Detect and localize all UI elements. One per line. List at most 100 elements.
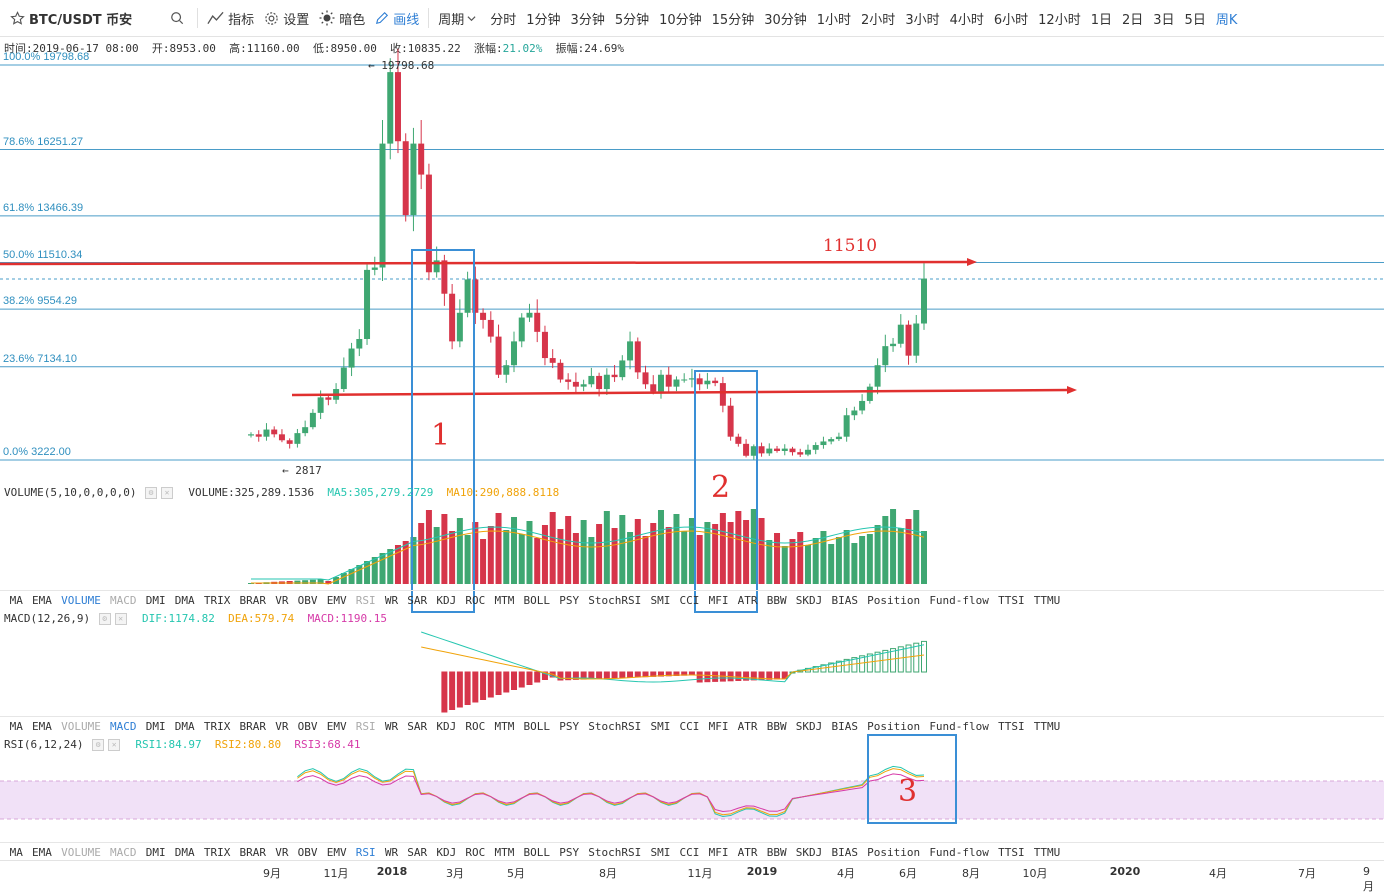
tab-ma[interactable]: MA xyxy=(9,845,23,859)
period-6[interactable]: 30分钟 xyxy=(764,12,807,28)
price-chart[interactable] xyxy=(0,0,1384,860)
annotation-box-1[interactable] xyxy=(411,249,475,613)
tab-mfi[interactable]: MFI xyxy=(708,845,729,859)
tab-brar[interactable]: BRAR xyxy=(239,593,267,607)
tab-skdj[interactable]: SKDJ xyxy=(795,593,823,607)
tab-wr[interactable]: WR xyxy=(384,593,399,607)
tab-emv[interactable]: EMV xyxy=(326,719,347,733)
period-2[interactable]: 3分钟 xyxy=(570,12,605,28)
tab-ttmu[interactable]: TTMU xyxy=(1033,719,1061,733)
tab-dmi[interactable]: DMI xyxy=(145,845,166,859)
period-4[interactable]: 10分钟 xyxy=(659,12,702,28)
tab-atr[interactable]: ATR xyxy=(737,845,758,859)
tab-stochrsi[interactable]: StochRSI xyxy=(588,593,642,607)
tab-bbw[interactable]: BBW xyxy=(766,845,787,859)
settings-icon[interactable]: ⚙ xyxy=(145,487,158,499)
period-15[interactable]: 3日 xyxy=(1153,12,1175,28)
tab-atr[interactable]: ATR xyxy=(737,593,758,607)
period-9[interactable]: 3小时 xyxy=(905,12,940,28)
tab-ttsi[interactable]: TTSI xyxy=(998,593,1025,607)
annotation-box-2[interactable] xyxy=(694,370,758,613)
tab-obv[interactable]: OBV xyxy=(297,719,318,733)
period-7[interactable]: 1小时 xyxy=(816,12,852,28)
tab-rsi[interactable]: RSI xyxy=(355,845,376,859)
tab-smi[interactable]: SMI xyxy=(650,719,671,733)
tab-boll[interactable]: BOLL xyxy=(523,593,551,607)
tab-ttsi[interactable]: TTSI xyxy=(998,845,1025,859)
period-16[interactable]: 5日 xyxy=(1184,12,1206,28)
close-icon[interactable]: ✕ xyxy=(114,613,127,625)
settings-button[interactable]: 设置 xyxy=(259,0,314,36)
symbol-selector[interactable]: BTC/USDT 币安 xyxy=(0,0,137,36)
tab-bbw[interactable]: BBW xyxy=(766,593,787,607)
tab-brar[interactable]: BRAR xyxy=(239,719,267,733)
tab-fund-flow[interactable]: Fund-flow xyxy=(929,719,989,733)
tab-dmi[interactable]: DMI xyxy=(145,593,166,607)
tab-cci[interactable]: CCI xyxy=(679,719,700,733)
tab-mtm[interactable]: MTM xyxy=(494,593,515,607)
tab-volume[interactable]: VOLUME xyxy=(61,593,101,607)
tab-vr[interactable]: VR xyxy=(275,593,289,607)
tab-wr[interactable]: WR xyxy=(384,845,399,859)
tab-bias[interactable]: BIAS xyxy=(831,593,858,607)
period-5[interactable]: 15分钟 xyxy=(711,12,755,28)
close-icon[interactable]: ✕ xyxy=(161,487,174,499)
tab-stochrsi[interactable]: StochRSI xyxy=(588,719,642,733)
theme-button[interactable]: 暗色 xyxy=(314,0,370,36)
settings-icon[interactable]: ⚙ xyxy=(92,739,105,751)
tab-psy[interactable]: PSY xyxy=(559,593,580,607)
period-17[interactable]: 周K xyxy=(1215,12,1238,28)
tab-trix[interactable]: TRIX xyxy=(203,845,231,859)
tab-skdj[interactable]: SKDJ xyxy=(795,719,823,733)
tab-bias[interactable]: BIAS xyxy=(831,719,858,733)
tab-macd[interactable]: MACD xyxy=(110,593,137,607)
tab-wr[interactable]: WR xyxy=(384,719,399,733)
tab-position[interactable]: Position xyxy=(867,845,921,859)
tab-kdj[interactable]: KDJ xyxy=(436,719,457,733)
period-13[interactable]: 1日 xyxy=(1090,12,1112,28)
indicators-button[interactable]: 指标 xyxy=(202,0,259,36)
tab-emv[interactable]: EMV xyxy=(326,845,347,859)
tab-bbw[interactable]: BBW xyxy=(766,719,787,733)
tab-smi[interactable]: SMI xyxy=(650,593,671,607)
period-1[interactable]: 1分钟 xyxy=(526,12,561,28)
tab-mtm[interactable]: MTM xyxy=(494,719,515,733)
tab-ttsi[interactable]: TTSI xyxy=(998,719,1025,733)
tab-ttmu[interactable]: TTMU xyxy=(1033,845,1061,859)
tab-mfi[interactable]: MFI xyxy=(708,719,729,733)
tab-ttmu[interactable]: TTMU xyxy=(1033,593,1061,607)
tab-emv[interactable]: EMV xyxy=(326,593,347,607)
close-icon[interactable]: ✕ xyxy=(108,739,121,751)
tab-ema[interactable]: EMA xyxy=(32,719,52,733)
settings-icon[interactable]: ⚙ xyxy=(98,613,111,625)
tab-volume[interactable]: VOLUME xyxy=(61,719,101,733)
tab-rsi[interactable]: RSI xyxy=(355,593,376,607)
period-14[interactable]: 2日 xyxy=(1121,12,1144,28)
tab-roc[interactable]: ROC xyxy=(465,719,486,733)
tab-cci[interactable]: CCI xyxy=(679,593,700,607)
tab-obv[interactable]: OBV xyxy=(297,593,318,607)
tab-ema[interactable]: EMA xyxy=(32,593,52,607)
tab-macd[interactable]: MACD xyxy=(110,845,137,859)
tab-ma[interactable]: MA xyxy=(9,593,23,607)
period-3[interactable]: 5分钟 xyxy=(614,12,650,28)
period-10[interactable]: 4小时 xyxy=(949,12,984,28)
tab-smi[interactable]: SMI xyxy=(650,845,671,859)
tab-psy[interactable]: PSY xyxy=(559,845,580,859)
tab-dma[interactable]: DMA xyxy=(174,845,195,859)
tab-kdj[interactable]: KDJ xyxy=(436,845,457,859)
tab-psy[interactable]: PSY xyxy=(559,719,580,733)
star-icon[interactable] xyxy=(10,10,25,26)
tab-roc[interactable]: ROC xyxy=(465,593,486,607)
tab-trix[interactable]: TRIX xyxy=(203,719,231,733)
tab-rsi[interactable]: RSI xyxy=(355,719,376,733)
tab-skdj[interactable]: SKDJ xyxy=(795,845,823,859)
period-dropdown[interactable]: 周期 xyxy=(433,0,485,36)
draw-button[interactable]: 画线 xyxy=(370,0,424,36)
period-8[interactable]: 2小时 xyxy=(861,12,896,28)
tab-macd[interactable]: MACD xyxy=(110,719,137,733)
tab-sar[interactable]: SAR xyxy=(407,719,428,733)
tab-position[interactable]: Position xyxy=(867,719,921,733)
tab-vr[interactable]: VR xyxy=(275,719,289,733)
tab-dma[interactable]: DMA xyxy=(174,593,195,607)
